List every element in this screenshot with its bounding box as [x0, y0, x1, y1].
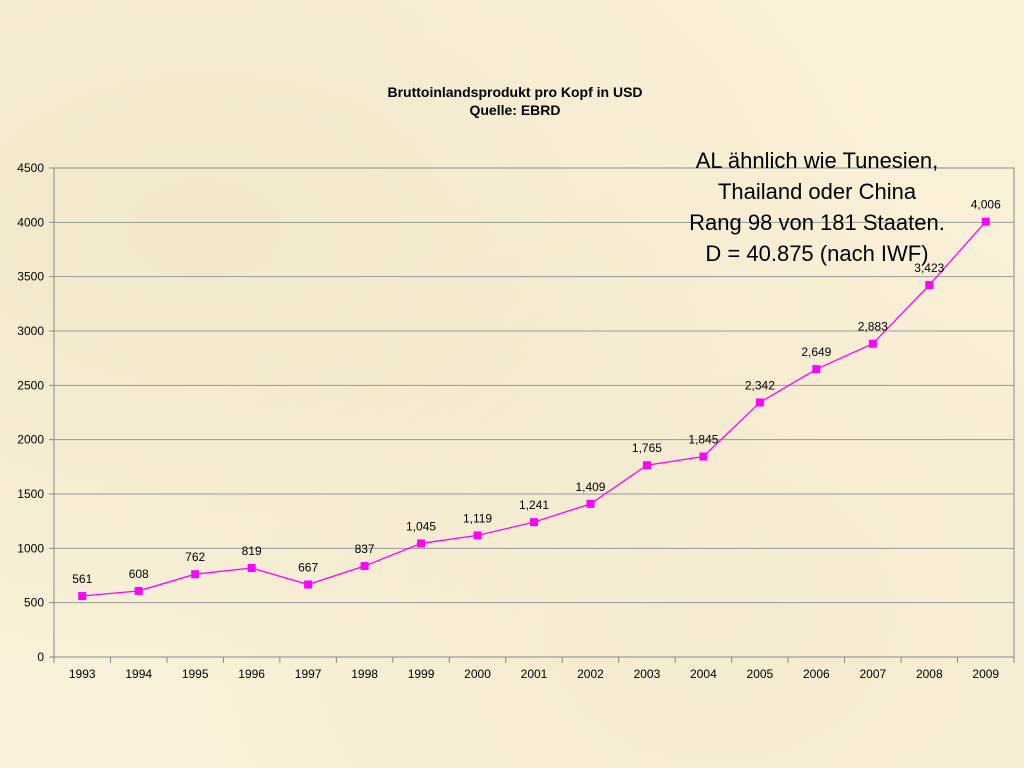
- data-label: 608: [129, 567, 149, 581]
- annotation-line-1: AL ähnlich wie Tunesien,: [695, 148, 939, 173]
- data-label: 1,119: [463, 511, 492, 525]
- y-tick-label: 500: [24, 596, 44, 610]
- data-labels: 561 608 762 819 667 837 1,045 1,119 1,241 1,409 1,…: [72, 198, 1001, 586]
- x-tick-label: 2008: [916, 667, 943, 681]
- data-label: 1,045: [406, 519, 436, 533]
- grid-lines: [54, 221, 1014, 604]
- data-point-marker: [642, 461, 651, 470]
- y-tick-label: 4000: [17, 215, 44, 229]
- series-line-path: [82, 221, 987, 597]
- data-point-marker: [586, 499, 595, 508]
- y-tick-label: 0: [37, 650, 44, 664]
- data-label: 837: [355, 542, 375, 556]
- chart-title: Bruttoinlandsprodukt pro Kopf in USD: [387, 84, 643, 100]
- annotation-text: AL ähnlich wie Tunesien, Thailand oder C…: [652, 145, 982, 269]
- data-label: 1,409: [575, 480, 605, 494]
- annotation-line-3: Rang 98 von 181 Staaten.: [689, 210, 945, 235]
- chart-title-block: Bruttoinlandsprodukt pro Kopf in USD Que…: [0, 83, 1024, 119]
- x-tick-label: 2000: [464, 667, 491, 681]
- y-tick-label: 2000: [17, 433, 44, 447]
- axes: 0 500 1000 1500 2000 2500 3000 3500 4000 4500 1993…: [17, 161, 1015, 681]
- annotation-line-2: Thailand oder China: [717, 179, 917, 204]
- x-tick-label: 1997: [295, 667, 322, 681]
- data-point-marker: [304, 580, 313, 589]
- data-point-marker: [417, 539, 426, 548]
- x-tick-label: 1994: [125, 667, 152, 681]
- x-tick-label: 2006: [803, 667, 830, 681]
- x-tick-label: 1993: [69, 667, 96, 681]
- y-tick-label: 1000: [17, 541, 44, 555]
- y-tick-label: 3000: [17, 324, 44, 338]
- data-point-marker: [699, 452, 708, 461]
- data-point-marker: [473, 531, 482, 540]
- plot-area: [53, 167, 1015, 658]
- data-label: 2,883: [858, 320, 888, 334]
- data-point-marker: [247, 564, 256, 573]
- data-label: 819: [242, 544, 262, 558]
- x-tick-label: 2005: [747, 667, 774, 681]
- y-tick-label: 1500: [17, 487, 44, 501]
- data-point-marker: [755, 398, 764, 407]
- data-point-marker: [530, 518, 538, 527]
- data-point-marker: [191, 570, 200, 579]
- x-tick-label: 2003: [634, 667, 661, 681]
- data-label: 667: [298, 561, 318, 575]
- data-point-marker: [868, 339, 877, 348]
- data-label: 2,649: [801, 345, 831, 359]
- data-point-marker: [981, 217, 990, 226]
- data-label: 1,241: [519, 498, 549, 512]
- x-tick-label: 2009: [972, 667, 999, 681]
- x-tick-label: 2002: [577, 667, 604, 681]
- x-tick-label: 1999: [408, 667, 435, 681]
- y-tick-label: 2500: [17, 378, 44, 392]
- data-point-marker: [360, 562, 369, 571]
- x-tick-label: 2001: [521, 667, 548, 681]
- data-label: 561: [72, 572, 92, 586]
- data-point-marker: [925, 281, 934, 290]
- y-tick-label: 3500: [17, 270, 44, 284]
- data-point-marker: [812, 365, 821, 374]
- data-label: 4,006: [971, 198, 1001, 212]
- x-tick-label: 1996: [238, 667, 265, 681]
- chart-subtitle: Quelle: EBRD: [469, 102, 561, 118]
- x-tick-label: 2007: [859, 667, 886, 681]
- series-line: [78, 217, 990, 601]
- x-tick-label: 1995: [182, 667, 209, 681]
- data-label: 762: [185, 550, 205, 564]
- data-label: 3,423: [914, 261, 944, 275]
- annotation-line-4: D = 40.875 (nach IWF): [705, 241, 929, 266]
- x-tick-label: 1998: [351, 667, 378, 681]
- y-tick-label: 4500: [17, 161, 44, 175]
- data-point-marker: [78, 592, 87, 601]
- x-tick-label: 2004: [690, 667, 717, 681]
- data-point-marker: [134, 586, 143, 595]
- data-label: 1,765: [632, 441, 662, 455]
- data-label: 1,845: [688, 433, 718, 447]
- data-label: 2,342: [745, 379, 775, 393]
